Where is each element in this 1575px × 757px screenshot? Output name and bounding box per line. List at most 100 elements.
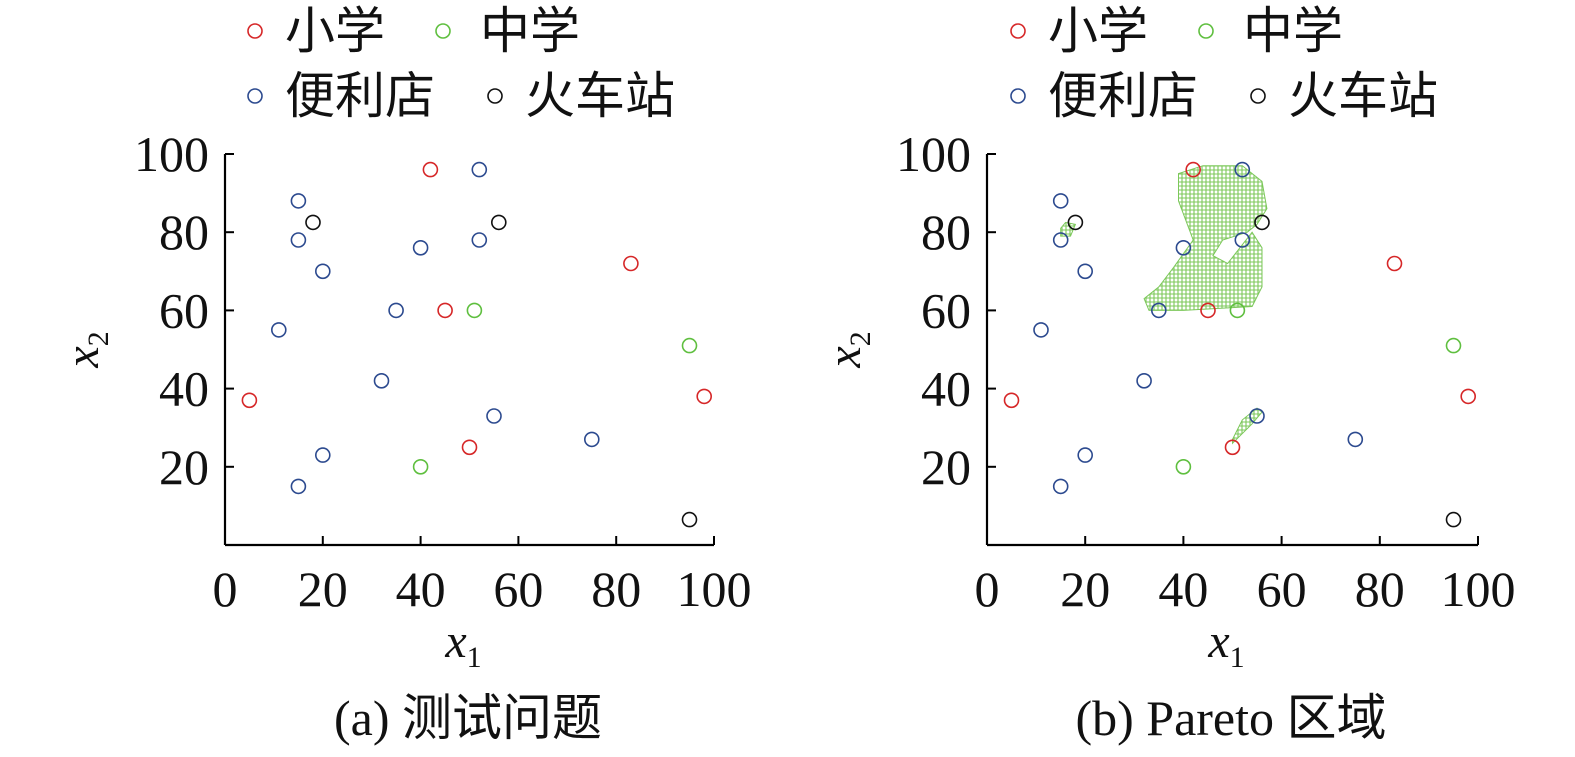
data-point <box>1386 255 1403 272</box>
pareto-region-3 <box>1232 407 1263 445</box>
legend-label: 便利店 <box>285 68 435 124</box>
legend-marker <box>1010 88 1026 104</box>
y-axis-label: x2 <box>56 331 115 368</box>
data-point <box>314 447 331 463</box>
legend-marker <box>247 88 263 104</box>
pareto-region-2 <box>1060 221 1077 237</box>
data-point <box>305 214 321 231</box>
legend-label: 中学 <box>480 3 580 59</box>
y-tick-label: 100 <box>896 126 971 182</box>
data-point <box>1224 439 1241 456</box>
data-point <box>388 302 404 319</box>
y-tick-label: 60 <box>159 282 209 338</box>
data-point <box>583 431 600 448</box>
legend-label: 火车站 <box>1288 68 1438 124</box>
x-tick-label: 80 <box>1355 561 1405 617</box>
data-point <box>290 232 307 248</box>
x-axis-label: x1 <box>444 615 481 674</box>
data-point <box>1077 263 1093 280</box>
data-point <box>681 511 698 528</box>
data-point <box>1249 408 1265 424</box>
data-point <box>290 193 307 209</box>
legend-marker <box>1198 23 1214 39</box>
legend-label: 火车站 <box>525 68 675 124</box>
data-point <box>1460 388 1476 405</box>
x-tick-label: 40 <box>1158 561 1208 617</box>
x-tick-label: 60 <box>493 561 543 617</box>
panel-caption: (b) Pareto 区域 <box>1075 690 1386 746</box>
y-tick-label: 80 <box>159 204 209 260</box>
y-axis-label-subscript: 2 <box>82 331 115 346</box>
legend-marker <box>1250 88 1266 104</box>
panel-caption: (a) 测试问题 <box>334 690 602 746</box>
data-point <box>314 263 331 280</box>
x-axis-label-subscript: 1 <box>467 641 482 674</box>
data-point <box>290 478 307 495</box>
legend-marker <box>247 23 263 39</box>
x-tick-label: 80 <box>591 561 641 617</box>
data-point <box>437 302 453 319</box>
data-point <box>270 322 287 338</box>
data-point <box>1234 232 1251 248</box>
data-point <box>412 458 429 475</box>
data-point <box>1052 193 1069 209</box>
x-tick-label: 40 <box>396 561 446 617</box>
pareto-region-1 <box>1143 165 1268 311</box>
data-point <box>1052 232 1069 248</box>
data-point <box>1347 431 1364 448</box>
data-point <box>1234 161 1251 178</box>
data-point <box>1136 372 1152 389</box>
x-tick-label: 20 <box>1060 561 1110 617</box>
y-tick-label: 20 <box>921 439 971 495</box>
data-point <box>1185 161 1201 178</box>
data-point <box>1445 337 1462 354</box>
data-point <box>1067 214 1084 231</box>
data-point <box>1445 511 1462 528</box>
legend-label: 小学 <box>1048 3 1148 59</box>
x-tick-label: 100 <box>1441 561 1516 617</box>
legend-marker <box>487 88 503 104</box>
x-tick-label: 60 <box>1257 561 1307 617</box>
data-point <box>422 161 439 178</box>
y-axis-label: x2 <box>818 331 877 368</box>
data-point <box>412 240 429 256</box>
data-point <box>466 302 483 319</box>
data-point <box>681 337 698 354</box>
x-tick-label: 0 <box>213 561 238 617</box>
legend-label: 便利店 <box>1048 68 1198 124</box>
data-point <box>1151 302 1167 319</box>
y-tick-label: 20 <box>159 439 209 495</box>
y-tick-label: 60 <box>921 282 971 338</box>
data-point <box>461 439 478 456</box>
legend-label: 小学 <box>285 3 385 59</box>
data-point <box>696 388 713 405</box>
x-axis-label-subscript: 1 <box>1230 641 1245 674</box>
data-point <box>1254 214 1270 231</box>
data-point <box>1052 478 1069 495</box>
data-point <box>1003 392 1020 409</box>
data-point <box>1175 240 1192 256</box>
data-point <box>486 408 502 424</box>
x-tick-label: 20 <box>298 561 348 617</box>
data-point <box>1033 322 1049 338</box>
data-point <box>1077 447 1093 463</box>
legend-marker <box>1010 23 1026 39</box>
data-point <box>241 392 258 409</box>
y-tick-label: 100 <box>134 126 209 182</box>
y-axis-label-subscript: 2 <box>844 331 877 346</box>
x-axis-label: x1 <box>1207 615 1244 674</box>
x-tick-label: 0 <box>975 561 1000 617</box>
data-point <box>490 214 507 231</box>
data-point <box>471 232 488 248</box>
data-point <box>1175 458 1192 475</box>
data-point <box>373 372 390 389</box>
y-tick-label: 40 <box>921 361 971 417</box>
data-point <box>1229 302 1246 319</box>
legend-label: 中学 <box>1243 3 1343 59</box>
x-tick-label: 100 <box>677 561 752 617</box>
data-point <box>623 255 639 272</box>
y-tick-label: 40 <box>159 361 209 417</box>
